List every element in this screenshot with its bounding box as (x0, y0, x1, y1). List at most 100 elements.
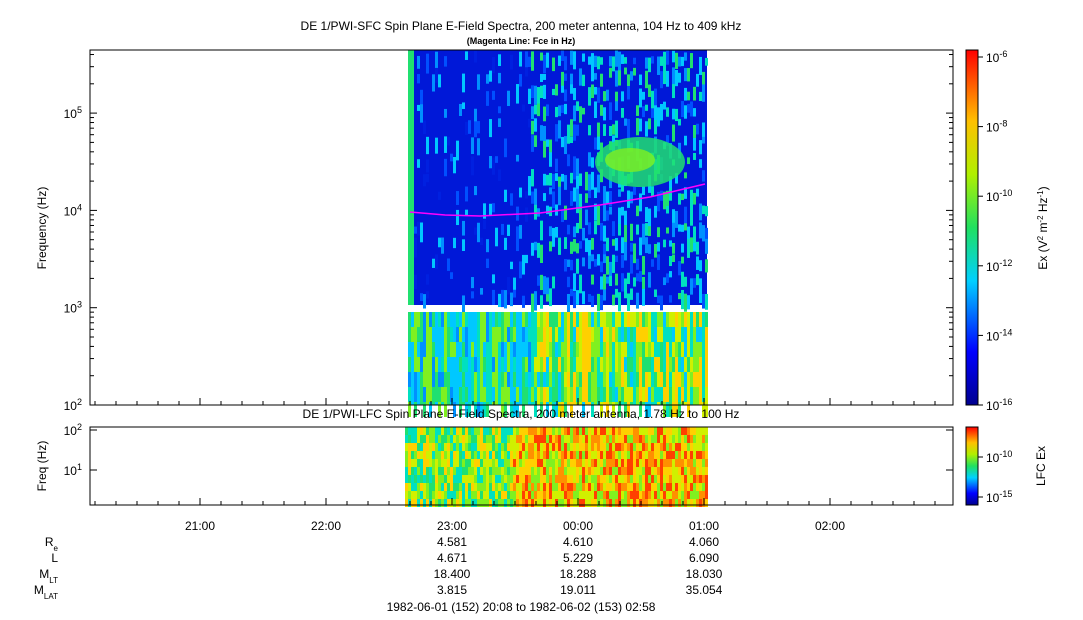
spectrogram-cell (696, 459, 699, 467)
spectrogram-cell (705, 435, 708, 443)
spectrogram-cell (567, 491, 570, 499)
spectrogram-cell (444, 451, 447, 459)
spectrogram-cell (507, 491, 510, 499)
spectrogram-cell (642, 106, 645, 118)
spectrogram-cell (459, 342, 462, 357)
spectrogram-cell (462, 443, 465, 451)
spectrogram-cell (438, 475, 441, 483)
spectrogram-cell (555, 204, 558, 216)
y-tick-label: 101 (64, 462, 82, 478)
spectrogram-cell (561, 50, 564, 61)
spectrogram-cell (687, 427, 690, 435)
spectrogram-cell (657, 499, 660, 507)
spectrogram-cell (678, 342, 681, 357)
spectrogram-cell (630, 312, 633, 327)
spectrogram-cell (519, 51, 522, 67)
spectrogram-cell (621, 327, 624, 342)
spectrogram-cell (657, 443, 660, 451)
spectrogram-cell (456, 435, 459, 443)
spectrogram-cell (591, 402, 594, 417)
spectrogram-cell (507, 90, 510, 107)
spectrogram-cell (411, 435, 414, 443)
spectrogram-cell (702, 435, 705, 443)
spectrogram-cell (579, 387, 582, 402)
spectrogram-cell (471, 427, 474, 435)
spectrogram-cell (447, 475, 450, 483)
spectrogram-cell (432, 327, 435, 342)
spectrogram-cell (555, 459, 558, 467)
spectrogram-cell (702, 427, 705, 435)
spectrogram-cell (651, 186, 654, 197)
spectrogram-cell (528, 451, 531, 459)
spectrogram-cell (468, 427, 471, 435)
spectrogram-cell (615, 387, 618, 402)
spectrogram-cell (573, 327, 576, 342)
spectrogram-cell (597, 312, 600, 327)
spectrogram-cell (639, 443, 642, 451)
spectrogram-cell (582, 491, 585, 499)
spectrogram-cell (606, 191, 609, 205)
spectrogram-cell (564, 435, 567, 443)
spectrogram-cell (489, 491, 492, 499)
spectrogram-cell (696, 451, 699, 459)
spectrogram-cell (480, 499, 483, 507)
spectrogram-cell (669, 459, 672, 467)
spectrogram-cell (603, 491, 606, 499)
spectrogram-cell (423, 402, 426, 417)
spectrogram-cell (612, 475, 615, 483)
spectrogram-cell (510, 193, 513, 206)
spectrogram-cell (615, 101, 618, 111)
spectrogram-cell (624, 357, 627, 372)
spectrogram-cell (540, 295, 543, 309)
spectrogram-cell (516, 241, 519, 252)
y-tick-label-exp: 4 (77, 202, 82, 212)
spectrogram-cell (615, 475, 618, 483)
spectrogram-cell (546, 499, 549, 507)
spectrogram-cell (405, 459, 408, 467)
spectrogram-cell (663, 402, 666, 417)
spectrogram-cell (570, 387, 573, 402)
spectrogram-cell (504, 443, 507, 451)
spectrogram-cell (420, 427, 423, 435)
spectrogram-cell (444, 443, 447, 451)
spectrogram-cell (426, 443, 429, 451)
spectrogram-cell (543, 342, 546, 357)
spectrogram-cell (615, 467, 618, 475)
spectrogram-cell (693, 108, 696, 117)
colorbar-tick-label-exp: -10 (999, 449, 1012, 459)
spectrogram-cell (651, 327, 654, 342)
spectrogram-cell (654, 205, 657, 218)
spectrogram-cell (429, 483, 432, 491)
spectrogram-cell (528, 327, 531, 342)
spectrogram-cell (609, 387, 612, 402)
spectrogram-cell (681, 342, 684, 357)
spectrogram-cell (540, 52, 543, 61)
spectrogram-cell (588, 387, 591, 402)
spectrogram-cell (660, 443, 663, 451)
spectrogram-cell (561, 104, 564, 113)
spectrogram-cell (450, 475, 453, 483)
spectrogram-cell (561, 491, 564, 499)
spectrogram-cell (678, 357, 681, 372)
spectrogram-cell (513, 277, 516, 297)
spectrogram-cell (657, 107, 660, 127)
spectrogram-cell (558, 357, 561, 372)
spectrogram-cell (603, 274, 606, 293)
spectrogram-cell (528, 176, 531, 196)
spectrogram-cell (408, 435, 411, 443)
ephemeris-label: L (51, 551, 58, 565)
ephemeris-value: 18.288 (560, 567, 597, 581)
spectrogram-cell (612, 239, 615, 246)
spectrogram-cell (633, 57, 636, 65)
spectrogram-cell (591, 435, 594, 443)
spectrogram-cell (564, 499, 567, 507)
spectrogram-cell (540, 220, 543, 241)
spectrogram-cell (408, 372, 411, 387)
spectrogram-cell (531, 293, 534, 314)
spectrogram-cell (687, 402, 690, 417)
spectrogram-cell (516, 475, 519, 483)
spectrogram-cell (681, 101, 684, 118)
spectrogram-cell (516, 435, 519, 443)
spectrogram-cell (636, 105, 639, 116)
spectrogram-cell (483, 402, 486, 417)
